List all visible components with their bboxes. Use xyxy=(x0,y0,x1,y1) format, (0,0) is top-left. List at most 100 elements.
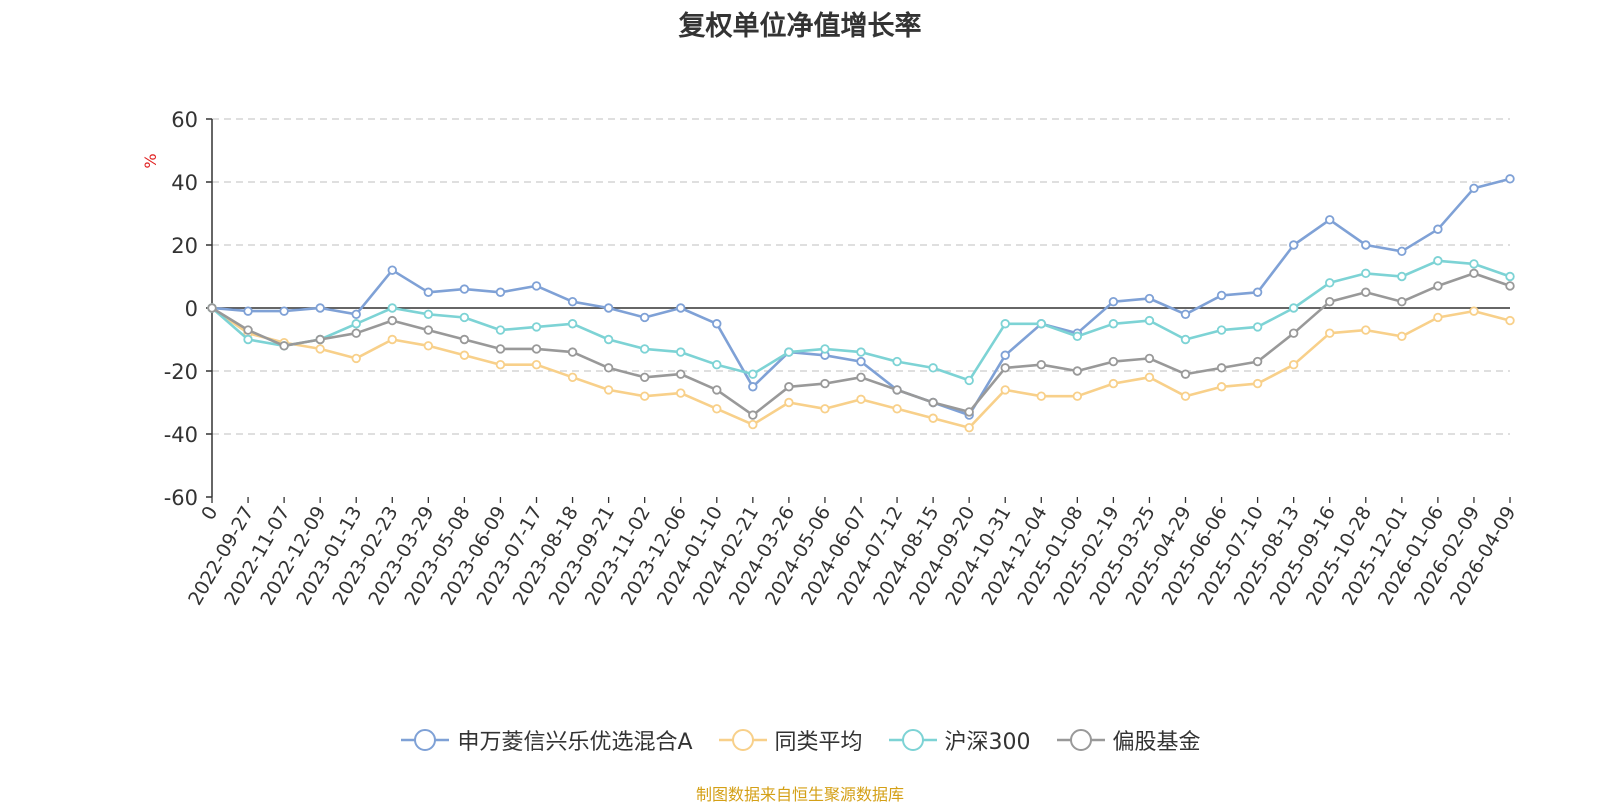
data-point xyxy=(639,391,650,401)
series-line xyxy=(211,306,1511,430)
data-point xyxy=(1036,319,1046,329)
data-point xyxy=(459,312,470,323)
data-point xyxy=(567,372,578,382)
data-point xyxy=(1361,287,1371,297)
data-point xyxy=(459,350,470,360)
data-point xyxy=(1469,259,1479,269)
data-point xyxy=(820,344,830,354)
data-point xyxy=(1216,382,1227,392)
x-tick-label: 0 xyxy=(197,503,222,524)
data-point xyxy=(1288,240,1299,250)
data-point xyxy=(1180,391,1191,401)
data-point xyxy=(1072,391,1083,401)
data-point xyxy=(676,369,686,379)
data-point xyxy=(639,344,650,354)
legend-label: 申万菱信兴乐优选混合A xyxy=(457,730,693,755)
data-point xyxy=(531,360,542,370)
data-point xyxy=(243,306,253,316)
data-point xyxy=(531,322,542,332)
legend: 申万菱信兴乐优选混合A 同类平均 沪深300 偏股基金 xyxy=(0,724,1600,756)
data-point xyxy=(207,303,217,313)
data-point xyxy=(676,347,686,357)
data-point xyxy=(928,397,938,408)
data-point xyxy=(1361,325,1371,335)
data-point xyxy=(1144,353,1155,364)
data-point xyxy=(820,378,830,389)
data-point xyxy=(603,363,614,373)
data-point xyxy=(495,325,506,335)
data-point xyxy=(1144,372,1155,382)
data-point xyxy=(1433,312,1443,323)
data-point xyxy=(639,372,650,382)
y-axis-label: % xyxy=(141,153,160,168)
data-point xyxy=(820,404,830,414)
data-point xyxy=(1108,297,1119,307)
data-point xyxy=(964,407,974,417)
data-point xyxy=(351,309,361,319)
data-point xyxy=(784,382,794,392)
data-point xyxy=(1216,325,1227,335)
data-point xyxy=(1505,271,1515,282)
data-point xyxy=(315,303,325,313)
data-point xyxy=(712,385,722,395)
data-point xyxy=(1000,385,1010,395)
data-point xyxy=(712,360,722,370)
legend-marker-icon xyxy=(888,729,937,751)
data-point xyxy=(351,328,361,338)
data-point xyxy=(1036,391,1046,401)
data-point xyxy=(315,334,325,345)
data-point xyxy=(1397,297,1407,307)
y-tick-label: -40 xyxy=(164,423,198,447)
data-point xyxy=(1288,360,1299,370)
legend-item[interactable]: 申万菱信兴乐优选混合A xyxy=(399,724,693,756)
data-point xyxy=(387,334,397,345)
data-point xyxy=(387,265,397,275)
data-point xyxy=(1252,322,1263,332)
data-point xyxy=(423,287,434,297)
data-point xyxy=(1469,306,1479,316)
data-point xyxy=(1180,309,1191,319)
data-point xyxy=(1144,315,1155,326)
data-point xyxy=(1397,271,1407,282)
data-point xyxy=(1216,290,1227,301)
y-tick-label: -60 xyxy=(164,486,198,510)
y-tick-label: -20 xyxy=(164,360,198,384)
data-point xyxy=(1108,356,1119,367)
data-point xyxy=(928,363,938,373)
data-point xyxy=(1469,268,1479,279)
data-point xyxy=(1000,363,1010,373)
data-point xyxy=(603,303,614,313)
data-point xyxy=(495,344,506,354)
legend-marker-icon xyxy=(718,729,767,751)
legend-item[interactable]: 同类平均 xyxy=(717,724,863,756)
data-point xyxy=(423,309,434,319)
data-point xyxy=(712,319,722,329)
data-point xyxy=(459,284,470,294)
data-point xyxy=(1505,315,1515,326)
legend-label: 偏股基金 xyxy=(1112,730,1201,755)
data-point xyxy=(1505,174,1515,184)
data-point xyxy=(351,353,361,364)
legend-label: 沪深300 xyxy=(944,730,1031,755)
data-point xyxy=(712,404,722,414)
data-point xyxy=(423,325,434,335)
data-point xyxy=(748,369,758,379)
y-tick-label: 0 xyxy=(185,297,198,321)
legend-item[interactable]: 偏股基金 xyxy=(1055,724,1201,756)
line-chart: 6040200-20-40-60%02022-09-272022-11-0720… xyxy=(141,108,1520,609)
data-point xyxy=(892,356,902,367)
series-3 xyxy=(207,268,1515,420)
data-point xyxy=(1036,360,1046,370)
data-point xyxy=(1325,297,1335,307)
data-point xyxy=(856,394,866,405)
data-point xyxy=(1433,281,1443,291)
legend-item[interactable]: 沪深300 xyxy=(887,724,1031,756)
data-point xyxy=(676,303,686,313)
y-tick-label: 40 xyxy=(171,171,198,195)
data-point xyxy=(784,347,794,357)
data-point xyxy=(567,319,578,329)
data-point xyxy=(892,385,902,395)
data-point xyxy=(1325,278,1335,288)
data-point xyxy=(1108,319,1119,329)
